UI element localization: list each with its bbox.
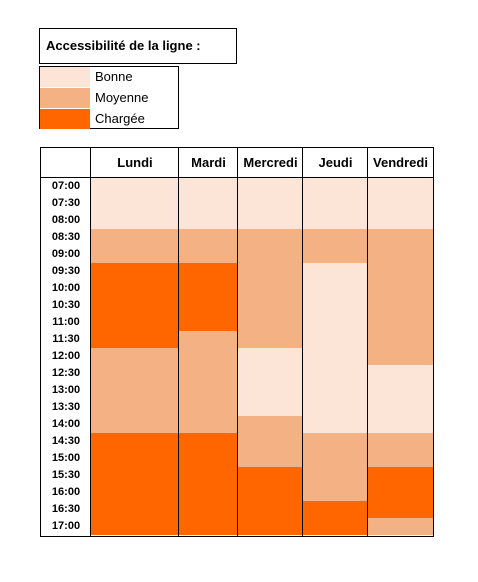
slot-block-vendredi (368, 467, 433, 518)
time-label: 15:00 (51, 452, 81, 464)
slot-block-mardi (179, 229, 238, 263)
slot-block-jeudi (303, 229, 368, 263)
time-label: 08:00 (51, 214, 81, 226)
slot-block-jeudi (303, 263, 368, 433)
slot-block-lundi (91, 433, 179, 535)
slot-block-vendredi (368, 433, 433, 467)
slot-block-vendredi (368, 229, 433, 365)
slot-block-lundi (91, 263, 179, 348)
slot-block-mardi (179, 263, 238, 331)
time-label: 08:30 (51, 231, 81, 243)
column-divider (302, 148, 303, 536)
time-label: 13:00 (51, 384, 81, 396)
slot-block-mercredi (238, 348, 303, 416)
slot-block-vendredi (368, 518, 433, 535)
slot-block-jeudi (303, 501, 368, 535)
legend-swatch-moyenne (40, 88, 90, 108)
slot-block-mardi (179, 433, 238, 535)
slot-block-mardi (179, 331, 238, 433)
legend-item-bonne: Bonne (40, 67, 178, 87)
schedule-table: Lundi Mardi Mercredi Jeudi Vendredi 07:00 07:… (40, 147, 434, 537)
time-label: 12:30 (51, 367, 81, 379)
slot-block-lundi (91, 348, 179, 433)
legend-title: Accessibilité de la ligne : (39, 28, 237, 64)
day-header-jeudi: Jeudi (318, 155, 353, 170)
time-label: 11:30 (52, 333, 80, 345)
slot-block-lundi (91, 178, 179, 229)
day-header-mercredi: Mercredi (243, 155, 298, 170)
legend-label-bonne: Bonne (95, 69, 133, 84)
slot-block-vendredi (368, 365, 433, 433)
column-divider (178, 148, 179, 536)
column-divider (90, 148, 91, 536)
legend-label-moyenne: Moyenne (95, 90, 149, 105)
legend-item-chargee: Chargée (40, 109, 178, 129)
day-header-lundi: Lundi (117, 155, 153, 170)
legend: Bonne Moyenne Chargée (39, 66, 179, 129)
legend-swatch-bonne (40, 67, 90, 87)
slot-block-jeudi (303, 433, 368, 501)
time-label: 07:30 (51, 197, 81, 209)
slot-block-jeudi (303, 178, 368, 229)
time-label: 11:00 (52, 316, 80, 328)
time-label: 12:00 (51, 350, 81, 362)
slot-block-mardi (179, 178, 238, 229)
slot-block-vendredi (368, 178, 433, 229)
slot-block-mercredi (238, 229, 303, 348)
time-label: 07:00 (51, 180, 81, 192)
time-label: 16:00 (51, 486, 81, 498)
legend-swatch-chargee (40, 109, 90, 129)
slot-block-mercredi (238, 178, 303, 229)
time-label: 15:30 (51, 469, 81, 481)
column-divider (237, 148, 238, 536)
time-label: 09:30 (51, 265, 81, 277)
time-label: 14:00 (51, 418, 81, 430)
time-label: 09:00 (51, 248, 81, 260)
day-header-vendredi: Vendredi (373, 155, 428, 170)
time-label: 14:30 (51, 435, 81, 447)
slot-block-lundi (91, 229, 179, 263)
time-label: 16:30 (51, 503, 81, 515)
legend-item-moyenne: Moyenne (40, 88, 178, 108)
time-label: 17:00 (51, 520, 81, 532)
time-label: 13:30 (51, 401, 81, 413)
column-divider (367, 148, 368, 536)
legend-label-chargee: Chargée (95, 111, 145, 126)
slot-block-mercredi (238, 467, 303, 535)
time-label: 10:30 (51, 299, 81, 311)
slot-block-mercredi (238, 416, 303, 467)
time-label: 10:00 (51, 282, 81, 294)
day-header-mardi: Mardi (191, 155, 226, 170)
